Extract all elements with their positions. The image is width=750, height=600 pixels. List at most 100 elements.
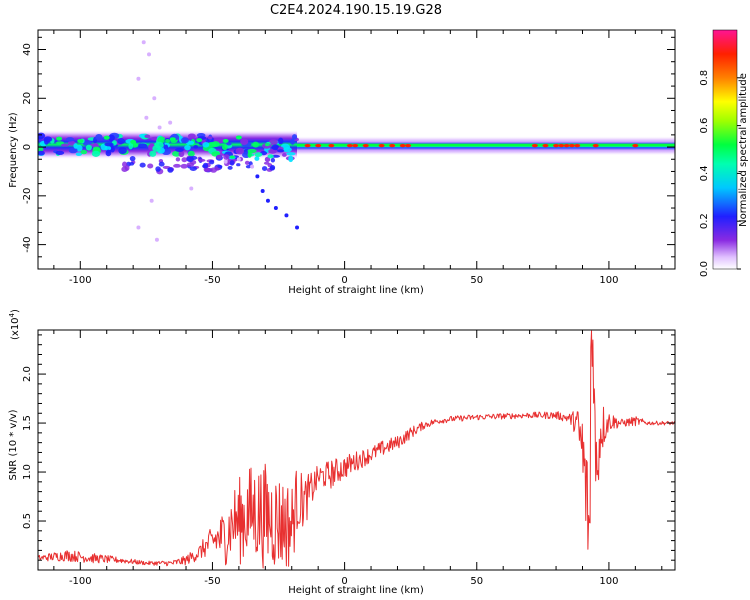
spectrogram-cell xyxy=(286,152,296,156)
snr-x-label: Height of straight line (km) xyxy=(288,585,424,596)
spectrogram-cell xyxy=(181,157,188,163)
spectrogram-scatter-point xyxy=(141,40,146,45)
spectrogram-cell xyxy=(211,141,220,147)
spectrogram-scatter-point xyxy=(136,76,141,81)
spectrogram-cell xyxy=(85,144,92,151)
spectrogram-cell xyxy=(105,149,112,157)
spectrogram-cell xyxy=(247,151,252,158)
spectrogram-cell xyxy=(180,137,189,144)
spectrogram-cell xyxy=(278,137,284,145)
spectrogram-scatter-point xyxy=(236,157,241,162)
colorbar-ticks: 0.0 0.2 0.4 0.6 0.8 xyxy=(699,70,741,277)
spectrogram-cell xyxy=(122,161,128,168)
spectrogram-cell xyxy=(144,134,151,139)
spectrogram-panel: -100 -50 0 50 100 40 20 0 -20 -40 Height of stra… xyxy=(8,29,676,296)
spectrogram-cell xyxy=(65,137,75,142)
spectrogram-cell xyxy=(175,157,181,162)
spectrogram-cell xyxy=(180,163,188,169)
spectrogram-cell xyxy=(155,166,161,172)
spectrogram-cell xyxy=(227,165,233,170)
spectrogram-cell xyxy=(73,143,78,149)
spectrogram-scatter-point xyxy=(189,186,194,191)
colorbar-gradient xyxy=(712,29,738,270)
snr-series-line xyxy=(38,330,675,569)
spectrogram-hotspot-green xyxy=(130,139,137,144)
spectrogram-cell xyxy=(269,166,275,171)
spectrogram-cell xyxy=(158,161,165,167)
spectrogram-area xyxy=(38,40,675,242)
figure-title: C2E4.2024.190.15.19.G28 xyxy=(270,3,442,18)
spectrogram-cell xyxy=(80,149,88,155)
spectrogram-cell xyxy=(193,145,199,149)
colorbar-tick-label: 0.2 xyxy=(699,213,710,229)
spectrogram-cell xyxy=(92,146,101,152)
spectrogram-x-tick-label: -100 xyxy=(69,275,92,286)
spectrogram-hotspot-green xyxy=(77,138,84,143)
spectrogram-cell xyxy=(282,152,287,157)
spectrogram-cell xyxy=(197,158,206,162)
spectrogram-cell xyxy=(75,152,83,156)
spectrogram-hotspot xyxy=(531,143,538,148)
spectrogram-cell xyxy=(268,139,278,146)
snr-scale-prefix: (x10 xyxy=(10,317,21,340)
spectrogram-cell xyxy=(264,143,270,147)
spectrogram-cell xyxy=(288,155,294,163)
spectrogram-x-tick-label: 50 xyxy=(470,275,483,286)
spectrogram-cell xyxy=(157,136,166,144)
colorbar: 0.0 0.2 0.4 0.6 0.8 Normalized spectral ampl… xyxy=(699,29,749,277)
spectrogram-hotspot xyxy=(328,143,335,148)
colorbar-tick-label: 0.6 xyxy=(699,118,710,134)
snr-panel: -100 -50 0 50 100 0.5 1.0 1.5 2.0 Height of str… xyxy=(8,309,676,596)
spectrogram-cell xyxy=(82,140,92,146)
spectrogram-hotspot xyxy=(568,143,575,148)
spectrogram-hotspot-green xyxy=(222,138,229,143)
spectrogram-cell xyxy=(229,160,235,166)
spectrogram-y-tick-label: 20 xyxy=(22,92,33,105)
spectrogram-cell xyxy=(38,150,45,156)
spectrogram-hotspot xyxy=(558,143,565,148)
spectrogram-cell xyxy=(226,142,232,146)
spectrogram-hotspot-green xyxy=(196,138,203,143)
spectrogram-scatter-point xyxy=(168,120,173,125)
spectrogram-hotspot xyxy=(405,143,412,148)
spectrogram-cell xyxy=(292,134,298,140)
snr-y-tick-label: 2.0 xyxy=(22,366,33,382)
spectrogram-scatter-point xyxy=(273,206,278,211)
spectrogram-cell xyxy=(184,144,191,151)
spectrogram-x-tick-label: 0 xyxy=(341,275,347,286)
spectrogram-cell xyxy=(240,138,249,145)
spectrogram-cell xyxy=(107,134,115,142)
spectrogram-cell xyxy=(223,154,230,160)
spectrogram-x-tick-label: -50 xyxy=(204,275,220,286)
spectrogram-y-ticks: 40 20 0 -20 -40 xyxy=(22,36,675,258)
spectrogram-cell xyxy=(121,166,128,172)
spectrogram-cell xyxy=(152,145,162,152)
snr-scale-label: (x104) xyxy=(8,309,21,340)
spectrogram-scatter-point xyxy=(223,159,228,164)
spectrogram-cell xyxy=(229,155,235,159)
spectrogram-hotspot-green xyxy=(103,135,110,140)
spectrogram-hotspot-green xyxy=(235,135,242,140)
spectrogram-cell xyxy=(202,162,209,169)
snr-y-tick-label: 0.5 xyxy=(22,513,33,529)
spectrogram-cell xyxy=(167,167,174,173)
spectrogram-cell xyxy=(222,144,228,151)
spectrogram-scatter-point xyxy=(255,174,260,179)
spectrogram-cell xyxy=(138,133,147,138)
spectrogram-cell xyxy=(217,164,223,169)
spectrogram-scatter-point xyxy=(157,125,162,130)
spectrogram-hotspot xyxy=(389,143,396,148)
spectrogram-hotspot xyxy=(346,143,353,148)
snr-y-ticks: 0.5 1.0 1.5 2.0 xyxy=(22,334,675,561)
spectrogram-cell xyxy=(207,136,213,140)
spectrogram-hotspot xyxy=(563,143,570,148)
snr-frame xyxy=(37,329,676,571)
spectrogram-y-tick-label: -20 xyxy=(22,188,33,204)
spectrogram-cell xyxy=(187,133,196,139)
spectrogram-scatter-point xyxy=(149,198,154,203)
spectrogram-scatter-point xyxy=(260,188,265,193)
spectrogram-cell xyxy=(43,136,53,143)
snr-y-label: SNR (10 * v/v) xyxy=(8,409,19,480)
spectrogram-cell xyxy=(178,150,185,158)
